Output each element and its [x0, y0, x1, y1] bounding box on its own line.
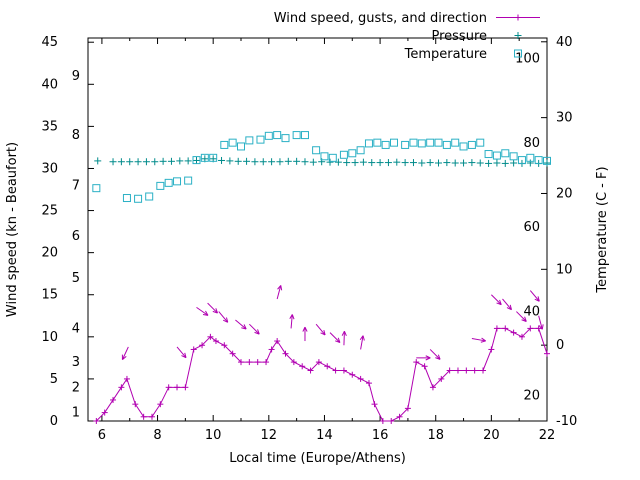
x-tick-label: 6 — [98, 428, 106, 443]
wind-series — [93, 325, 550, 424]
y-left-tick-label: 15 — [41, 288, 58, 303]
legend-label-wind: Wind speed, gusts, and direction — [274, 11, 487, 26]
fahrenheit-label: 100 — [515, 52, 540, 67]
y-right-tick-label: 0 — [556, 338, 564, 353]
beaufort-label: 5 — [72, 271, 80, 286]
beaufort-label: 2 — [72, 380, 80, 395]
legend: Wind speed, gusts, and direction Pressure… — [274, 11, 540, 62]
beaufort-label: 3 — [72, 355, 80, 370]
x-tick-label: 14 — [316, 428, 333, 443]
y-left-tick-label: 35 — [41, 119, 58, 134]
fahrenheit-label: 20 — [523, 389, 540, 404]
temperature-series — [92, 131, 551, 203]
x-tick-label: 10 — [205, 428, 222, 443]
y-left-axis-title: Wind speed (kn - Beaufort) — [5, 142, 20, 317]
x-axis: 6 8 10 12 14 16 18 20 22 Local time (Europe/Athen… — [98, 38, 556, 466]
beaufort-label: 9 — [72, 69, 80, 84]
x-tick-label: 22 — [539, 428, 556, 443]
y-right-axis-title: Temperature (C - F) — [595, 166, 610, 293]
y-right-tick-label: -10 — [556, 414, 577, 429]
beaufort-label: 6 — [72, 229, 80, 244]
legend-label-temperature: Temperature — [404, 47, 487, 62]
y-left-tick-label: 25 — [41, 204, 58, 219]
fahrenheit-label: 40 — [523, 304, 540, 319]
beaufort-label: 7 — [72, 178, 80, 193]
y-left-tick-label: 5 — [50, 372, 58, 387]
x-axis-title: Local time (Europe/Athens) — [229, 451, 406, 466]
y-left-tick-label: 45 — [41, 35, 58, 50]
fahrenheit-label: 60 — [523, 220, 540, 235]
beaufort-scale: 1 2 3 4 5 6 7 8 9 — [72, 69, 80, 421]
y-right-tick-label: 40 — [556, 35, 573, 50]
y-right-tick-label: 30 — [556, 111, 573, 126]
x-tick-label: 18 — [427, 428, 444, 443]
x-tick-label: 8 — [153, 428, 161, 443]
y-right-tick-label: 20 — [556, 186, 573, 201]
y-left-tick-label: 30 — [41, 161, 58, 176]
x-tick-label: 20 — [483, 428, 500, 443]
beaufort-label: 1 — [72, 406, 80, 421]
beaufort-label: 8 — [72, 128, 80, 143]
x-tick-label: 16 — [372, 428, 389, 443]
y-axis-right: -10 0 10 20 30 40 Temperature (C - F) — [541, 35, 610, 429]
y-left-tick-label: 20 — [41, 246, 58, 261]
plot-border — [87, 37, 548, 422]
gust-direction-arrows — [121, 285, 544, 361]
x-tick-label: 12 — [261, 428, 278, 443]
fahrenheit-label: 80 — [523, 136, 540, 151]
beaufort-label: 4 — [72, 321, 80, 336]
y-left-tick-label: 10 — [41, 330, 58, 345]
y-left-tick-label: 40 — [41, 77, 58, 92]
y-left-tick-label: 0 — [50, 414, 58, 429]
legend-label-pressure: Pressure — [431, 29, 487, 44]
pressure-series — [94, 155, 551, 167]
y-right-tick-label: 10 — [556, 262, 573, 277]
fahrenheit-scale: 20 40 60 80 100 — [515, 52, 540, 404]
